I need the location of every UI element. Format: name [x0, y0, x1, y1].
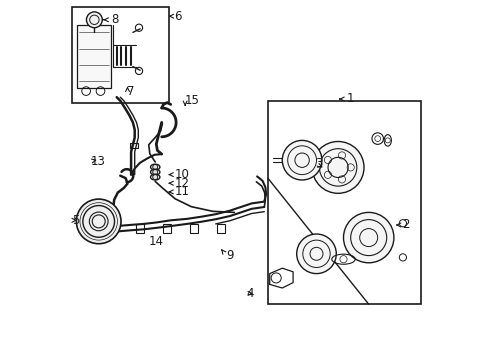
Bar [190, 224, 197, 233]
Text: 10: 10 [174, 168, 189, 181]
Text: 4: 4 [246, 287, 253, 300]
Text: 3: 3 [314, 157, 322, 170]
Bar [136, 224, 143, 233]
Text: 11: 11 [174, 185, 189, 198]
Text: 13: 13 [90, 155, 105, 168]
Text: 6: 6 [174, 10, 182, 23]
Circle shape [152, 165, 158, 170]
Circle shape [86, 12, 102, 28]
Circle shape [76, 199, 121, 244]
Text: 5: 5 [72, 214, 79, 227]
Circle shape [296, 234, 336, 274]
Circle shape [152, 175, 158, 180]
Bar [130, 143, 138, 148]
Text: 8: 8 [111, 13, 119, 26]
Text: 15: 15 [185, 94, 200, 107]
Text: 2: 2 [401, 219, 409, 231]
Text: 9: 9 [226, 249, 234, 262]
Bar [267, 101, 420, 304]
Text: 12: 12 [174, 177, 189, 190]
Text: 7: 7 [127, 85, 135, 98]
Text: 14: 14 [148, 235, 163, 248]
Bar [72, 7, 168, 103]
Bar [163, 224, 170, 233]
Circle shape [343, 212, 393, 263]
Text: 1: 1 [346, 93, 354, 105]
Bar [77, 25, 111, 88]
Circle shape [282, 140, 321, 180]
Circle shape [311, 141, 363, 193]
Bar [217, 224, 224, 233]
Circle shape [152, 170, 158, 175]
